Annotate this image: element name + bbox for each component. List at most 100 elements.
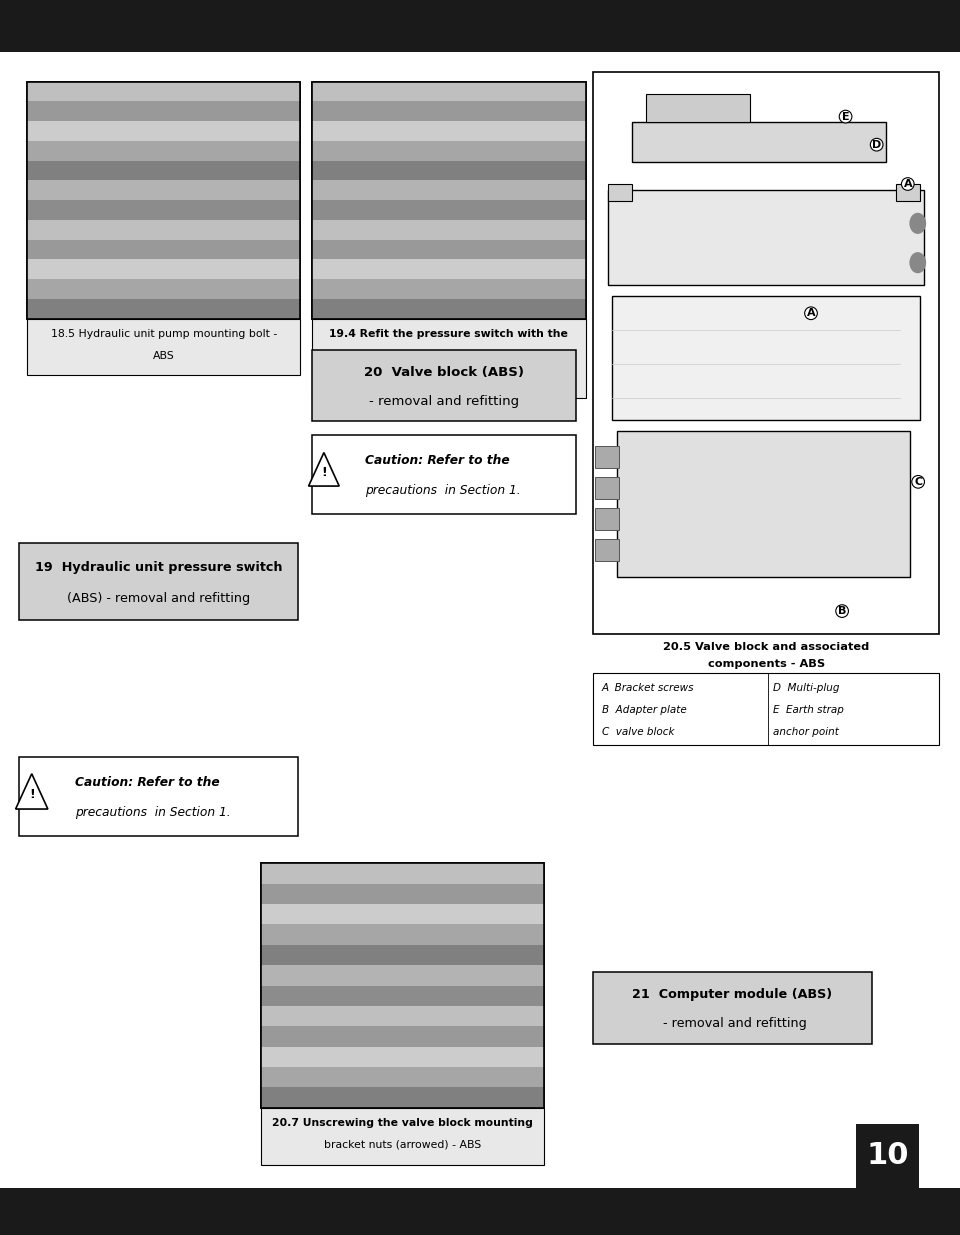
Text: A: A — [806, 309, 815, 319]
FancyBboxPatch shape — [856, 1124, 919, 1188]
Text: Caution: Refer to the: Caution: Refer to the — [365, 453, 510, 467]
FancyBboxPatch shape — [612, 296, 920, 420]
FancyBboxPatch shape — [27, 319, 300, 375]
FancyBboxPatch shape — [261, 924, 544, 945]
FancyBboxPatch shape — [595, 540, 619, 561]
Text: - removal and refitting: - removal and refitting — [369, 394, 519, 408]
FancyBboxPatch shape — [646, 94, 750, 122]
FancyBboxPatch shape — [261, 966, 544, 986]
FancyBboxPatch shape — [593, 972, 872, 1044]
Text: 19  Hydraulic unit pressure switch: 19 Hydraulic unit pressure switch — [35, 562, 282, 574]
Text: E  Earth strap: E Earth strap — [773, 705, 844, 715]
FancyBboxPatch shape — [312, 435, 576, 514]
Text: 20  Valve block (ABS): 20 Valve block (ABS) — [364, 366, 524, 379]
FancyBboxPatch shape — [261, 904, 544, 924]
Polygon shape — [15, 773, 48, 809]
Text: C: C — [914, 477, 923, 487]
FancyBboxPatch shape — [261, 1026, 544, 1047]
Text: A: A — [903, 179, 912, 189]
Text: 20.5 Valve block and associated: 20.5 Valve block and associated — [663, 642, 869, 652]
FancyBboxPatch shape — [312, 141, 586, 161]
FancyBboxPatch shape — [261, 884, 544, 904]
FancyBboxPatch shape — [312, 180, 586, 200]
Text: !: ! — [29, 788, 35, 802]
Text: C  valve block: C valve block — [602, 726, 675, 737]
FancyBboxPatch shape — [312, 220, 586, 240]
Text: E: E — [842, 111, 850, 121]
Text: D: D — [872, 140, 881, 149]
Text: ABS: ABS — [153, 351, 175, 361]
FancyBboxPatch shape — [312, 259, 586, 279]
Text: (ABS) - removal and refitting: (ABS) - removal and refitting — [67, 592, 250, 605]
FancyBboxPatch shape — [312, 121, 586, 141]
Text: B  Adapter plate: B Adapter plate — [602, 705, 686, 715]
FancyBboxPatch shape — [27, 141, 300, 161]
Text: components - ABS: components - ABS — [708, 659, 825, 669]
FancyBboxPatch shape — [27, 82, 300, 101]
FancyBboxPatch shape — [593, 673, 939, 745]
Text: bracket nuts (arrowed) - ABS: bracket nuts (arrowed) - ABS — [324, 1140, 481, 1150]
FancyBboxPatch shape — [312, 319, 586, 398]
FancyBboxPatch shape — [608, 184, 632, 201]
Text: drain hole (arrowed) in the plastic sleeve: drain hole (arrowed) in the plastic slee… — [337, 351, 561, 361]
FancyBboxPatch shape — [312, 299, 586, 319]
FancyBboxPatch shape — [593, 72, 939, 634]
FancyBboxPatch shape — [312, 240, 586, 259]
FancyBboxPatch shape — [19, 543, 298, 620]
FancyBboxPatch shape — [261, 863, 544, 1108]
FancyBboxPatch shape — [312, 101, 586, 121]
Text: !: ! — [321, 466, 326, 479]
FancyBboxPatch shape — [27, 200, 300, 220]
Text: precautions  in Section 1.: precautions in Section 1. — [365, 484, 520, 496]
FancyBboxPatch shape — [261, 1067, 544, 1088]
FancyBboxPatch shape — [27, 82, 300, 319]
Text: facing the pump motor - ABS: facing the pump motor - ABS — [370, 373, 528, 383]
FancyBboxPatch shape — [312, 200, 586, 220]
FancyBboxPatch shape — [595, 509, 619, 530]
FancyBboxPatch shape — [261, 1005, 544, 1026]
Text: precautions  in Section 1.: precautions in Section 1. — [75, 806, 230, 819]
FancyBboxPatch shape — [0, 1188, 960, 1235]
FancyBboxPatch shape — [261, 945, 544, 966]
Text: anchor point: anchor point — [773, 726, 839, 737]
FancyBboxPatch shape — [27, 101, 300, 121]
Text: Caution: Refer to the: Caution: Refer to the — [75, 776, 220, 789]
Text: 10: 10 — [866, 1141, 909, 1171]
FancyBboxPatch shape — [312, 82, 586, 101]
FancyBboxPatch shape — [312, 161, 586, 180]
Text: 20.7 Unscrewing the valve block mounting: 20.7 Unscrewing the valve block mounting — [273, 1118, 533, 1128]
FancyBboxPatch shape — [27, 299, 300, 319]
FancyBboxPatch shape — [261, 1046, 544, 1067]
FancyBboxPatch shape — [0, 0, 960, 52]
FancyBboxPatch shape — [27, 220, 300, 240]
FancyBboxPatch shape — [608, 190, 924, 285]
FancyBboxPatch shape — [27, 161, 300, 180]
FancyBboxPatch shape — [27, 259, 300, 279]
FancyBboxPatch shape — [595, 446, 619, 468]
Circle shape — [910, 253, 925, 273]
Text: 19.4 Refit the pressure switch with the: 19.4 Refit the pressure switch with the — [329, 329, 568, 338]
FancyBboxPatch shape — [312, 82, 586, 319]
FancyBboxPatch shape — [27, 279, 300, 299]
FancyBboxPatch shape — [27, 121, 300, 141]
FancyBboxPatch shape — [617, 431, 910, 578]
Circle shape — [910, 214, 925, 233]
FancyBboxPatch shape — [261, 1088, 544, 1108]
FancyBboxPatch shape — [632, 122, 886, 162]
FancyBboxPatch shape — [261, 1108, 544, 1165]
FancyBboxPatch shape — [261, 863, 544, 884]
FancyBboxPatch shape — [595, 478, 619, 499]
FancyBboxPatch shape — [896, 184, 920, 201]
Text: A  Bracket screws: A Bracket screws — [602, 683, 694, 693]
Text: B: B — [838, 606, 847, 616]
FancyBboxPatch shape — [312, 279, 586, 299]
Text: - removal and refitting: - removal and refitting — [659, 1016, 806, 1030]
FancyBboxPatch shape — [312, 350, 576, 421]
Text: carmanualsонline.info: carmanualsонline.info — [626, 1204, 756, 1216]
Text: 18.5 Hydraulic unit pump mounting bolt -: 18.5 Hydraulic unit pump mounting bolt - — [51, 329, 276, 338]
FancyBboxPatch shape — [27, 240, 300, 259]
FancyBboxPatch shape — [27, 180, 300, 200]
Text: D  Multi-plug: D Multi-plug — [773, 683, 839, 693]
Polygon shape — [308, 452, 339, 487]
FancyBboxPatch shape — [19, 757, 298, 836]
